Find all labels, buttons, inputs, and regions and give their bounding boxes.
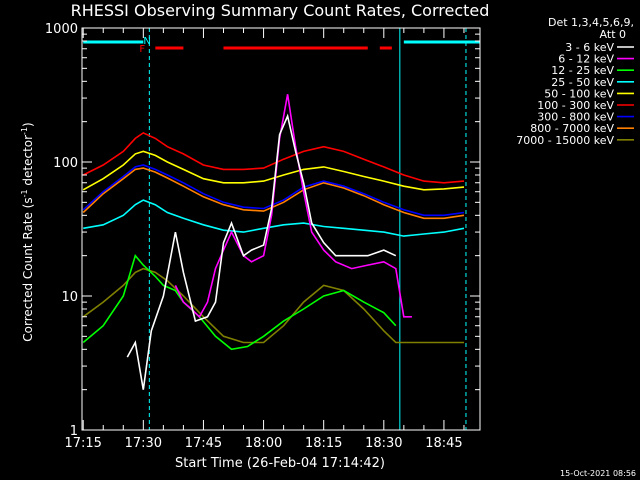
x-axis-label: Start Time (26-Feb-04 17:14:42) bbox=[175, 456, 385, 471]
legend-header-line2: Att 0 bbox=[600, 28, 626, 41]
legend-label-50-100-kev: 50 - 100 keV bbox=[544, 87, 614, 100]
y-tick-label-10: 10 bbox=[61, 290, 78, 305]
x-tick-label-1815: 18:15 bbox=[305, 436, 342, 451]
legend-label-300-800-kev: 300 - 800 keV bbox=[537, 111, 614, 124]
legend-label-25-50-kev: 25 - 50 keV bbox=[551, 76, 614, 89]
y-tick-label-100: 100 bbox=[53, 156, 78, 171]
legend-label-7000-15000-kev: 7000 - 15000 keV bbox=[516, 134, 614, 147]
series-line-800-7000-kev bbox=[82, 167, 465, 220]
series-line-100-300-kev bbox=[82, 131, 465, 184]
x-tick-label-1845: 18:45 bbox=[425, 436, 462, 451]
x-tick-label-1715: 17:15 bbox=[64, 436, 101, 451]
x-tick-label-1730: 17:30 bbox=[125, 436, 162, 451]
x-tick-label-1830: 18:30 bbox=[365, 436, 402, 451]
legend-label-3-6-kev: 3 - 6 keV bbox=[565, 41, 614, 54]
series-line-50-100-kev bbox=[82, 150, 465, 191]
legend-header-line1: Det 1,3,4,5,6,9, bbox=[548, 16, 634, 29]
ylabel-mid: detector bbox=[21, 135, 35, 190]
svg-text:Corrected Count Rate (s-1 dete: Corrected Count Rate (s-1 detector-1) bbox=[20, 122, 35, 341]
plot-area: NF bbox=[82, 28, 480, 430]
y-tick-label-1: 1 bbox=[70, 424, 78, 439]
axes: 1 10 100 1000 17:15 17:30 17:45 18:00 18:15 18:30… bbox=[45, 22, 481, 451]
x-tick-label-1745: 17:45 bbox=[185, 436, 222, 451]
y-tick-label-1000: 1000 bbox=[45, 22, 78, 37]
flag-f-label: F bbox=[139, 44, 145, 55]
legend-label-6-12-kev: 6 - 12 keV bbox=[558, 53, 614, 66]
ylabel-sup1: -1 bbox=[20, 189, 29, 197]
series-line-6-12-kev bbox=[174, 94, 412, 319]
legend-label-800-7000-kev: 800 - 7000 keV bbox=[530, 122, 614, 135]
series-line-25-50-kev bbox=[83, 199, 465, 237]
series-line-7000-15000-kev bbox=[82, 267, 464, 344]
flag-n-label: N bbox=[143, 36, 150, 47]
y-axis-label: Corrected Count Rate (s-1 detector-1) bbox=[20, 122, 35, 341]
ylabel-main: Corrected Count Rate (s bbox=[21, 197, 35, 341]
series-line-3-6-kev bbox=[126, 113, 397, 390]
legend-label-100-300-kev: 100 - 300 keV bbox=[537, 99, 614, 112]
series-line-300-800-kev bbox=[82, 164, 465, 217]
legend-label-12-25-kev: 12 - 25 keV bbox=[551, 64, 614, 77]
plot-frame bbox=[81, 27, 481, 431]
timestamp: 15-Oct-2021 08:56 bbox=[560, 469, 636, 478]
series-line-12-25-kev bbox=[82, 254, 397, 351]
ylabel-end: ) bbox=[21, 122, 35, 127]
x-tick-label-1800: 18:00 bbox=[245, 436, 282, 451]
ylabel-sup2: -1 bbox=[20, 127, 29, 135]
chart-title: RHESSI Observing Summary Count Rates, Co… bbox=[71, 1, 490, 20]
